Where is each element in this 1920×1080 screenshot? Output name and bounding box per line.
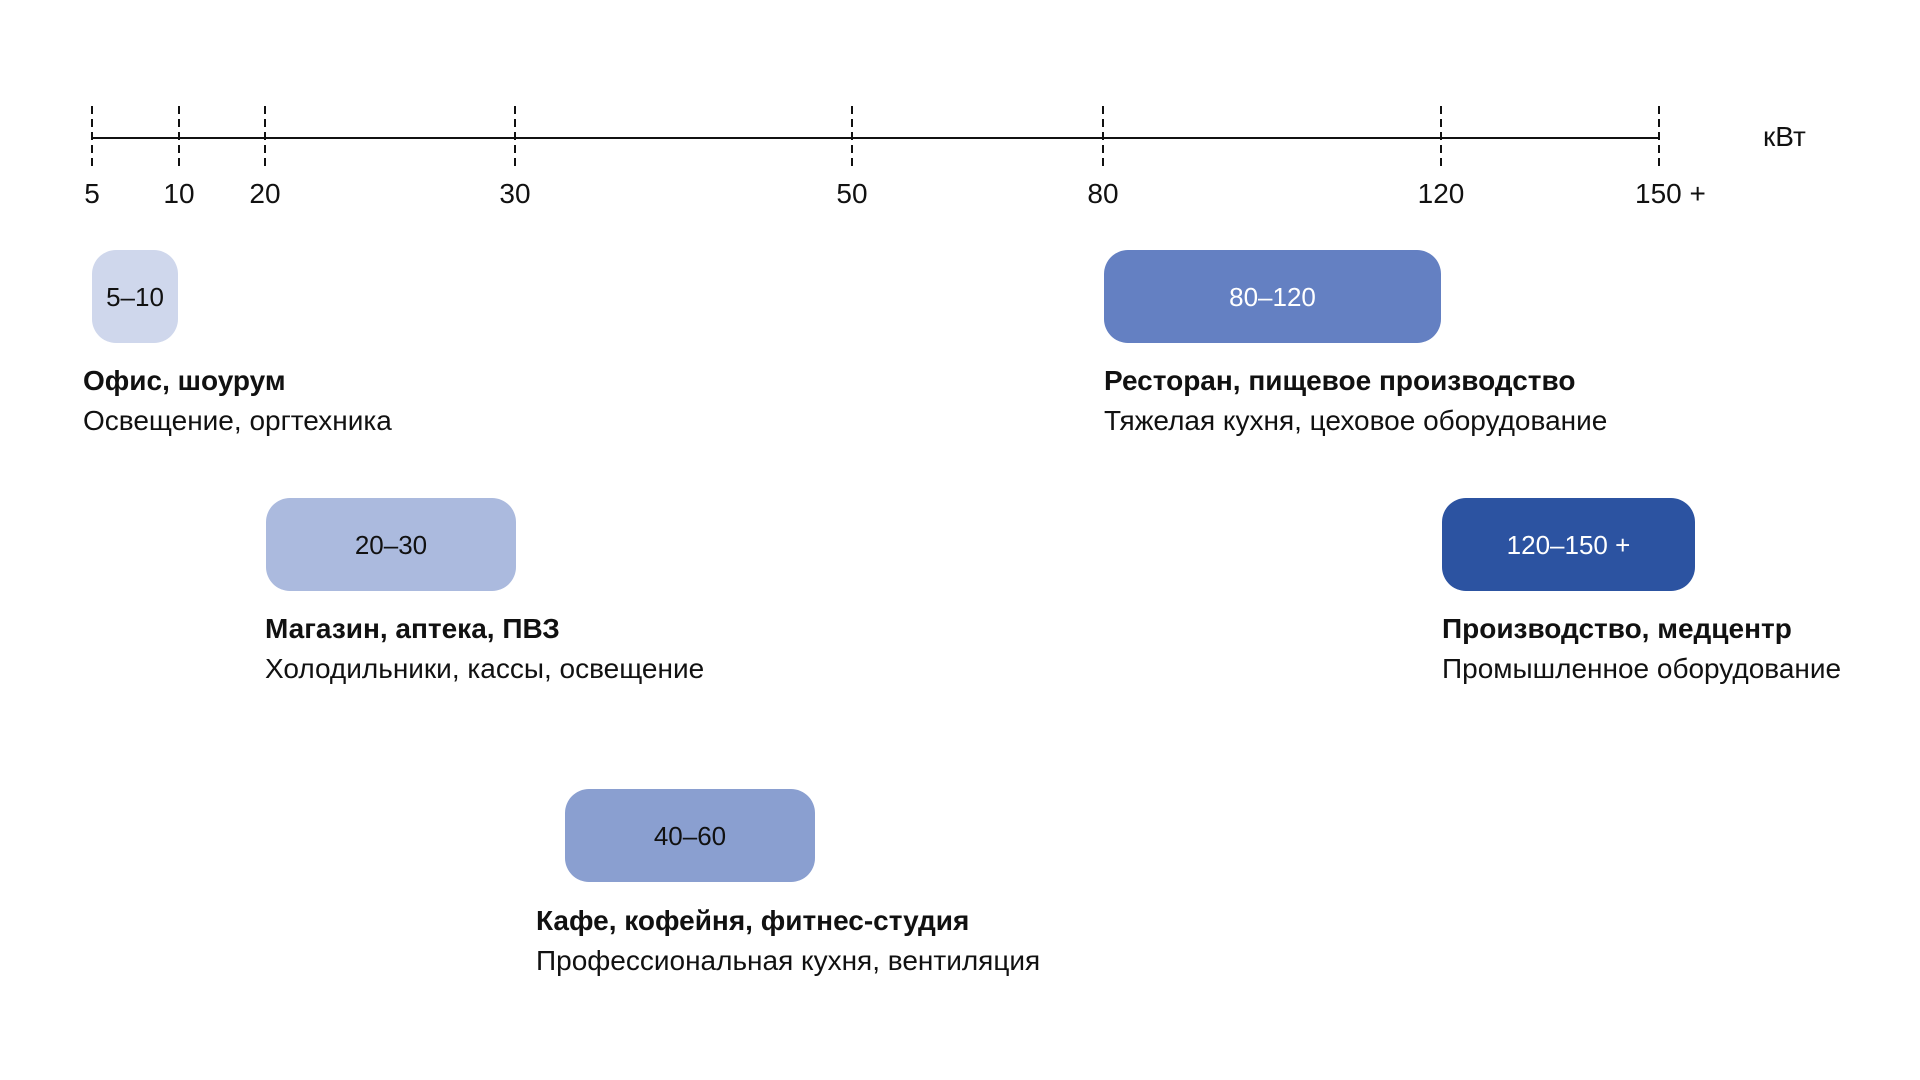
category-title-office: Офис, шоурум: [83, 365, 286, 396]
axis-tick-label-150: 150 +: [1635, 178, 1706, 209]
category-desc-office: Освещение, оргтехника: [83, 405, 392, 436]
axis-ticks: [91, 106, 1660, 170]
axis-tick-label-10: 10: [163, 178, 195, 209]
category-desc-restaurant: Тяжелая кухня, цеховое оборудование: [1104, 405, 1608, 436]
category-desc-production: Промышленное оборудование: [1442, 653, 1842, 684]
axis-tick-label-30: 30: [499, 178, 531, 209]
range-label-cafe: 40–60: [653, 820, 727, 851]
range-label-shop: 20–30: [354, 529, 428, 560]
range-label-production: 120–150 +: [1506, 529, 1631, 560]
range-pill-restaurant: 80–120: [1104, 250, 1441, 343]
range-pill-production: 120–150 +: [1442, 498, 1695, 591]
range-pill-shop: 20–30: [266, 498, 516, 591]
axis-tick-label-50: 50: [836, 178, 868, 209]
category-title-restaurant: Ресторан, пищевое производство: [1104, 365, 1576, 396]
axis-tick-label-20: 20: [249, 178, 281, 209]
category-title-shop: Магазин, аптека, ПВЗ: [265, 613, 560, 644]
power-axis: [91, 106, 1660, 170]
axis-tick-label-80: 80: [1087, 178, 1119, 209]
axis-tick-label-5: 5: [84, 178, 100, 209]
axis-tick-label-120: 120: [1417, 178, 1465, 209]
category-title-cafe: Кафе, кофейня, фитнес-студия: [536, 905, 970, 936]
range-label-office: 5–10: [106, 281, 164, 312]
category-desc-cafe: Профессиональная кухня, вентиляция: [536, 945, 1041, 976]
range-pill-office: 5–10: [92, 250, 178, 343]
category-title-production: Производство, медцентр: [1442, 613, 1792, 644]
axis-unit-label: кВт: [1763, 121, 1806, 152]
category-desc-shop: Холодильники, кассы, освещение: [265, 653, 705, 684]
range-label-restaurant: 80–120: [1229, 281, 1316, 312]
range-pill-cafe: 40–60: [565, 789, 815, 882]
